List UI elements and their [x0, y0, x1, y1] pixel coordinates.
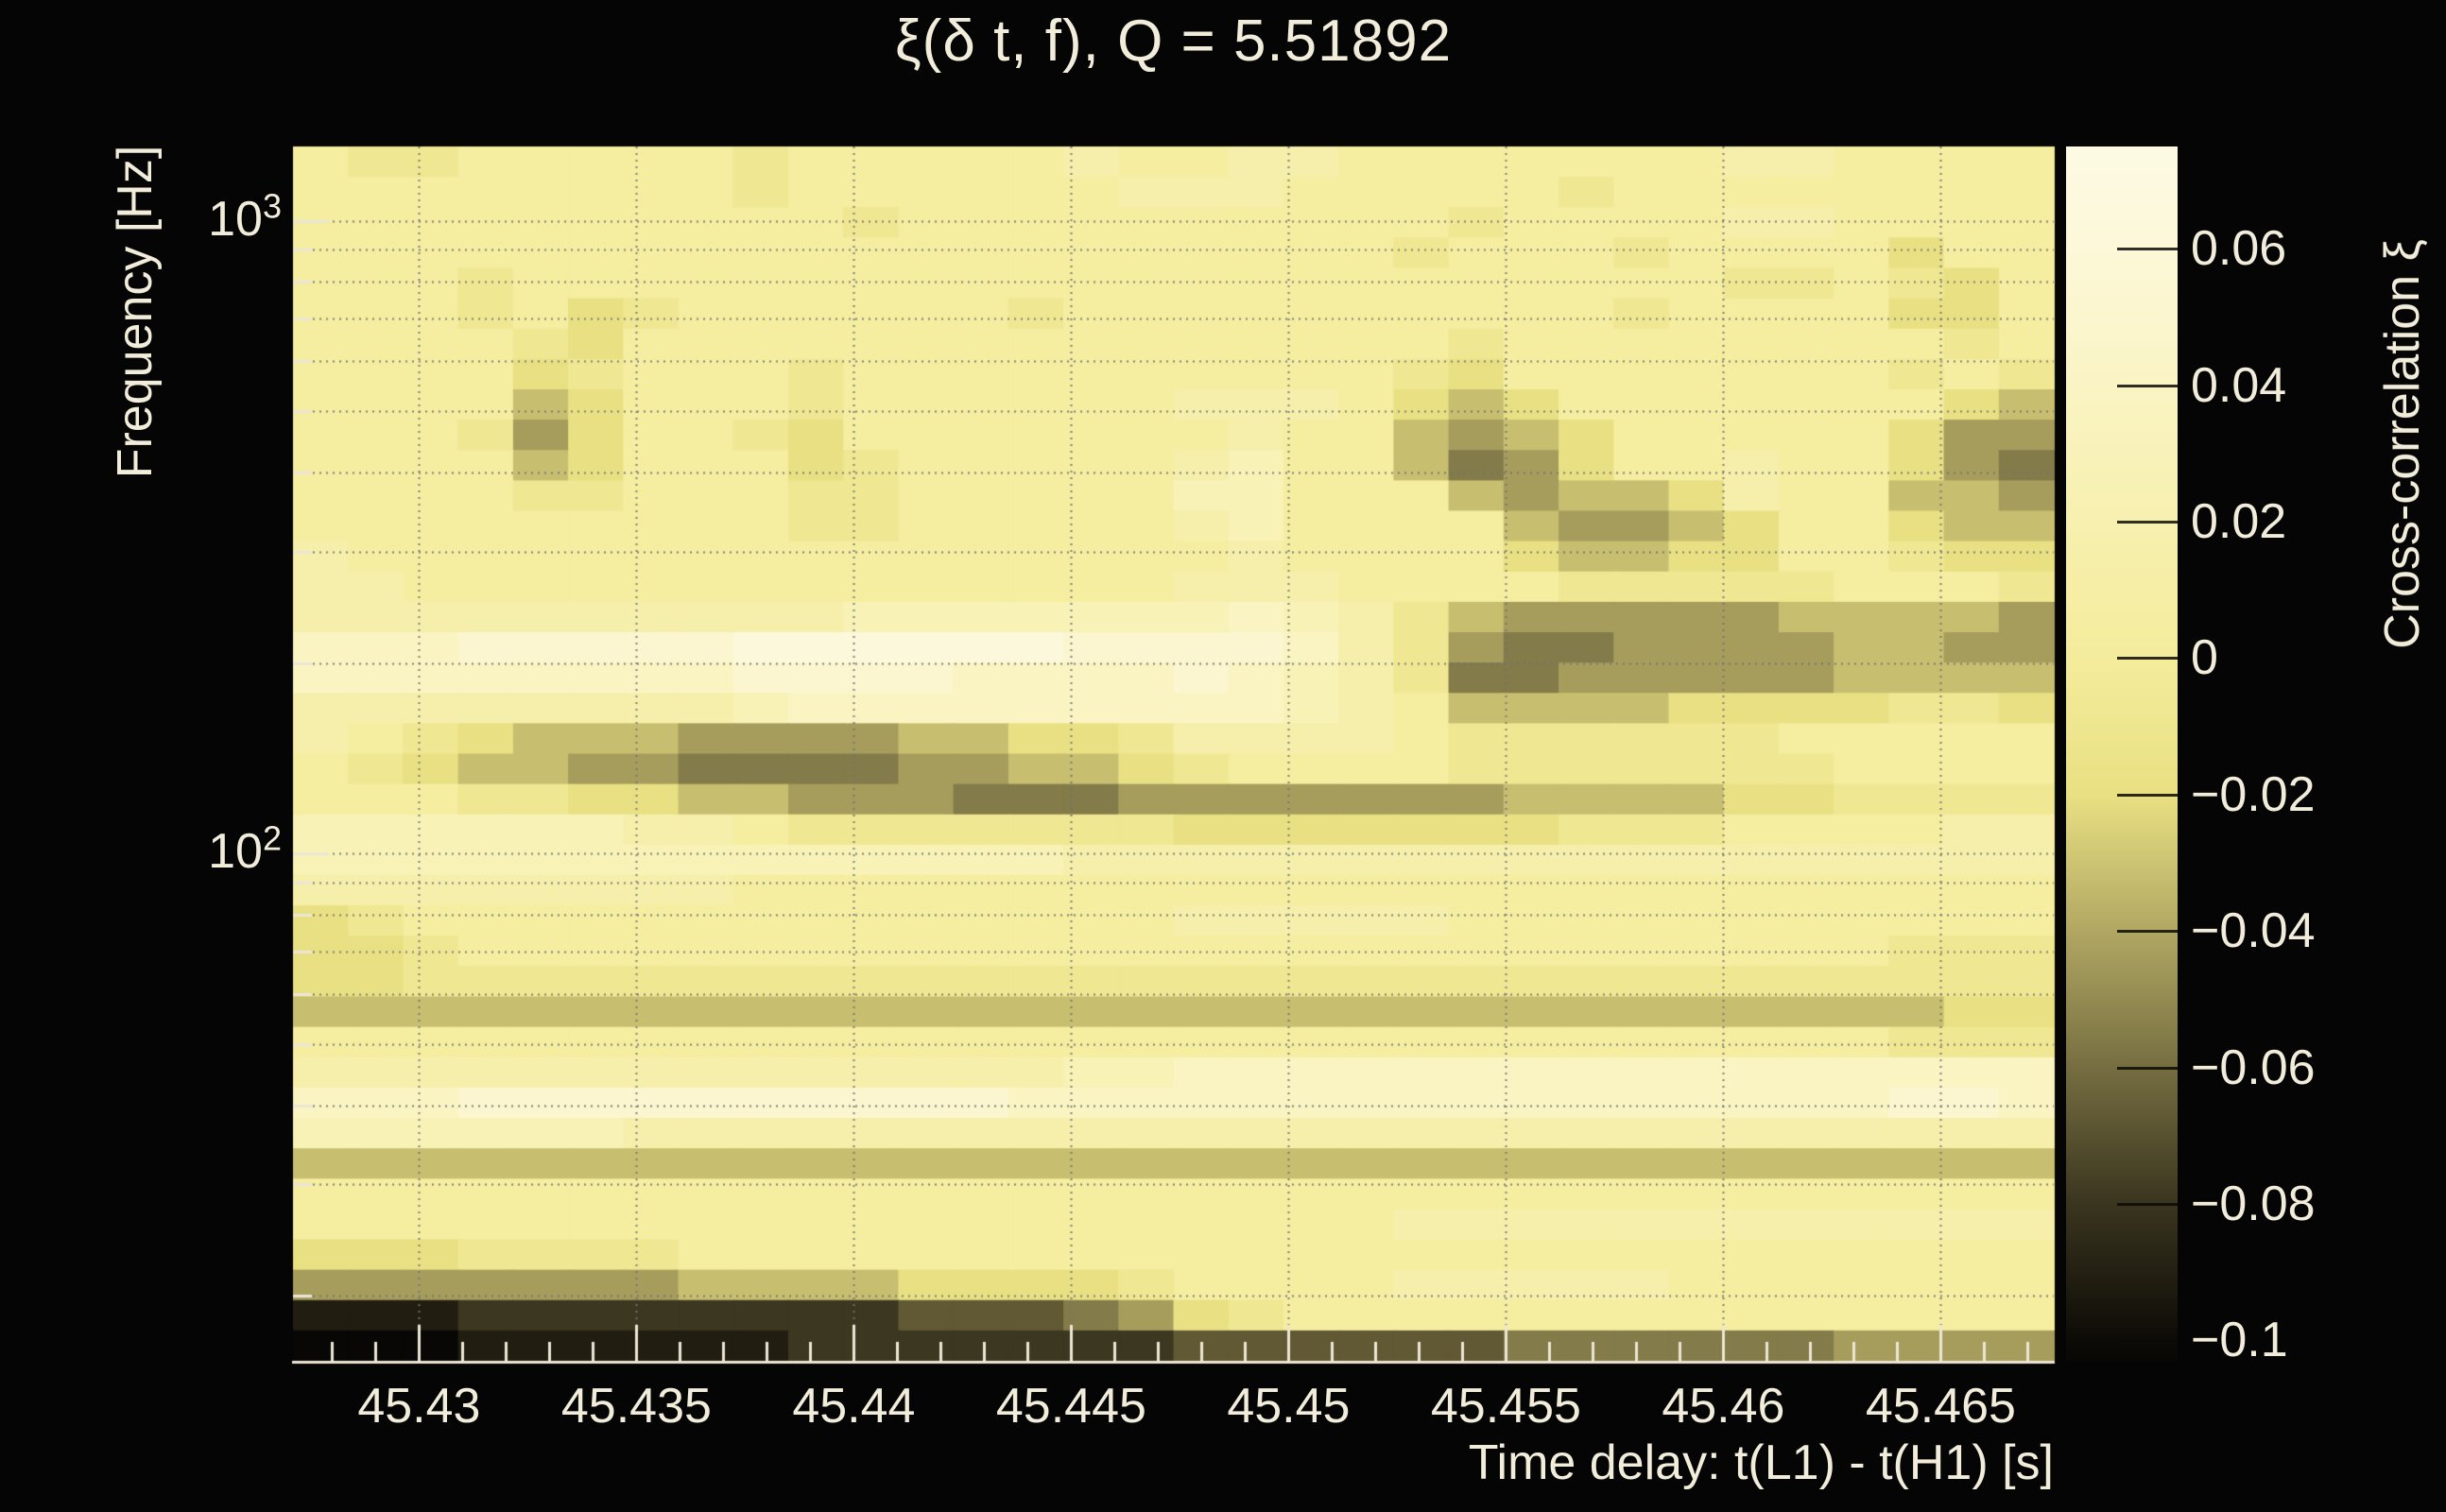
x-tick-label: 45.45 — [1227, 1379, 1351, 1434]
colorbar-tick — [2117, 930, 2178, 934]
x-tick-label: 45.46 — [1662, 1379, 1785, 1434]
colorbar-tick — [2117, 521, 2178, 524]
colorbar-tick-label: 0 — [2191, 630, 2218, 686]
colorbar-tick — [2117, 384, 2178, 387]
x-tick-label: 45.43 — [357, 1379, 481, 1434]
x-tick-label: 45.435 — [560, 1379, 712, 1434]
colorbar-tick — [2117, 793, 2178, 797]
colorbar-tick-label: −0.02 — [2191, 766, 2316, 822]
colorbar-tick-label: 0.02 — [2191, 494, 2287, 550]
colorbar-title: Cross-correlation ξ — [2375, 239, 2430, 649]
colorbar-tick-label: 0.06 — [2191, 221, 2287, 277]
chart-title: ξ(δ t, f), Q = 5.51892 — [894, 9, 1453, 74]
colorbar-tick — [2117, 1339, 2178, 1343]
colorbar-tick — [2117, 1202, 2178, 1206]
y-tick-label: 102 — [208, 818, 282, 880]
x-tick-label: 45.445 — [995, 1379, 1146, 1434]
colorbar-tick-label: −0.1 — [2191, 1313, 2288, 1368]
colorbar-tick-label: −0.06 — [2191, 1040, 2316, 1095]
x-axis-title: Time delay: t(L1) - t(H1) [s] — [1468, 1435, 2054, 1490]
colorbar-tick — [2117, 657, 2178, 661]
x-tick-label: 45.455 — [1430, 1379, 1581, 1434]
colorbar-tick-label: 0.04 — [2191, 357, 2287, 413]
colorbar-tick — [2117, 248, 2178, 251]
colorbar — [2066, 146, 2178, 1361]
colorbar-tick — [2117, 1066, 2178, 1070]
y-tick-label: 103 — [208, 186, 282, 247]
colorbar-tick-label: −0.04 — [2191, 903, 2316, 959]
x-tick-label: 45.44 — [792, 1379, 916, 1434]
x-tick-label: 45.465 — [1865, 1379, 2016, 1434]
colorbar-tick-label: −0.08 — [2191, 1176, 2316, 1231]
